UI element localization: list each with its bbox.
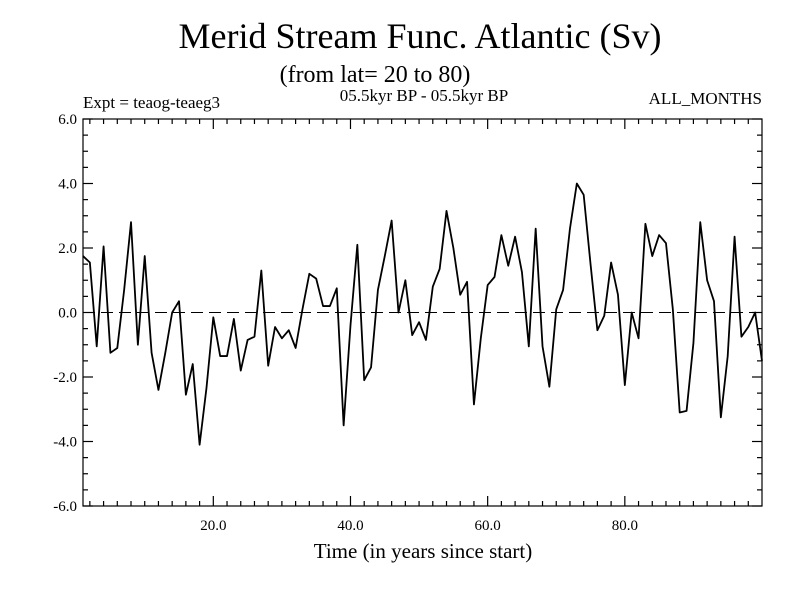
y-tick-label: 4.0 — [58, 177, 77, 193]
series-line — [82, 182, 763, 446]
x-tick-label: 40.0 — [337, 518, 363, 534]
x-tick-label: 60.0 — [475, 518, 501, 534]
experiment-label: Expt = teaog-teaeg3 — [83, 93, 220, 112]
period-label: 05.5kyr BP - 05.5kyr BP — [340, 86, 508, 105]
chart-subtitle: (from lat= 20 to 80) — [280, 62, 471, 88]
chart-title: Merid Stream Func. Atlantic (Sv) — [179, 16, 662, 56]
y-tick-label: 0.0 — [58, 306, 77, 322]
x-axis-label: Time (in years since start) — [314, 539, 533, 563]
y-tick-label: 6.0 — [58, 112, 77, 128]
months-label: ALL_MONTHS — [649, 89, 762, 108]
y-tick-label: -4.0 — [53, 435, 77, 451]
y-tick-label: 2.0 — [58, 241, 77, 257]
y-tick-label: -6.0 — [53, 499, 77, 515]
y-tick-label: -2.0 — [53, 370, 77, 386]
x-tick-label: 80.0 — [612, 518, 638, 534]
plot-area: -6.0 -4.0 -2.0 0.0 2.0 4.0 6.0 20.0 40.0 60.0 80.0 — [53, 112, 763, 534]
x-tick-label: 20.0 — [200, 518, 226, 534]
